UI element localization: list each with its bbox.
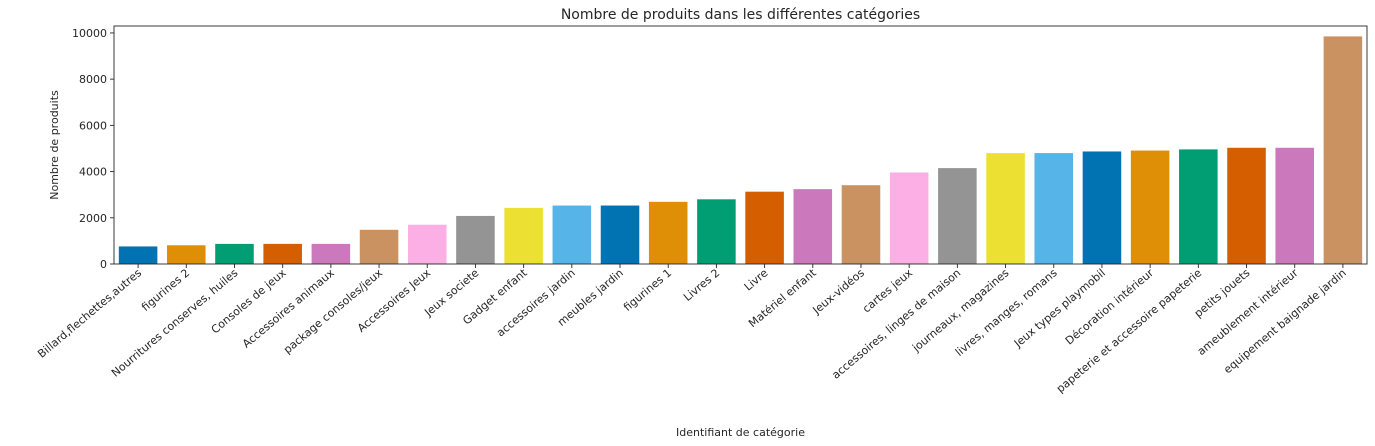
bar [697,199,736,264]
bar [167,245,206,264]
bar [889,172,929,264]
x-tick-label: Décoration intérieur [1063,266,1157,347]
bar [841,185,881,264]
bar [1227,147,1266,264]
bars-group [118,36,1363,265]
y-tick-label: 6000 [79,119,107,132]
bar [986,153,1025,264]
bar [1130,150,1170,264]
y-axis: 0 2000 4000 6000 8000 10000 [72,27,114,271]
bar [263,243,302,264]
bar [938,168,977,264]
x-tick-label: figurines 1 [621,266,674,314]
bar [456,215,495,264]
bar [1179,149,1218,264]
bar [359,229,399,264]
bar [600,205,640,264]
bar [552,205,592,264]
bar [745,191,784,264]
bar [504,207,543,264]
y-tick-label: 2000 [79,212,107,225]
bar [311,243,351,264]
plot-frame [113,25,1368,265]
x-tick-label: Jeux types playmobil [1011,266,1108,350]
bar [648,201,688,264]
x-tick-label: Livre [742,266,771,293]
x-tick-label: Accessoires animaux [240,266,337,350]
x-tick-label: package consoles/jeux [281,266,385,356]
y-tick-label: 10000 [72,27,107,40]
x-axis-title: Identifiant de catégorie [676,426,805,439]
y-tick-label: 8000 [79,73,107,86]
y-tick-label: 4000 [79,166,107,179]
bar [1034,153,1074,264]
x-tick-label: Billard,flechettes,autres [35,266,144,360]
y-axis-title: Nombre de produits [48,90,61,200]
x-tick-label: Jeux-vidéos [810,266,868,317]
bar [407,224,447,264]
chart-title: Nombre de produits dans les différentes … [561,7,920,23]
x-tick-label: Livres 2 [681,266,722,304]
bar [793,189,833,264]
bar [118,246,158,264]
bar [1275,147,1314,264]
bar [1323,36,1363,265]
y-tick-label: 0 [100,258,107,271]
bar [1082,151,1122,264]
bar [215,243,254,264]
